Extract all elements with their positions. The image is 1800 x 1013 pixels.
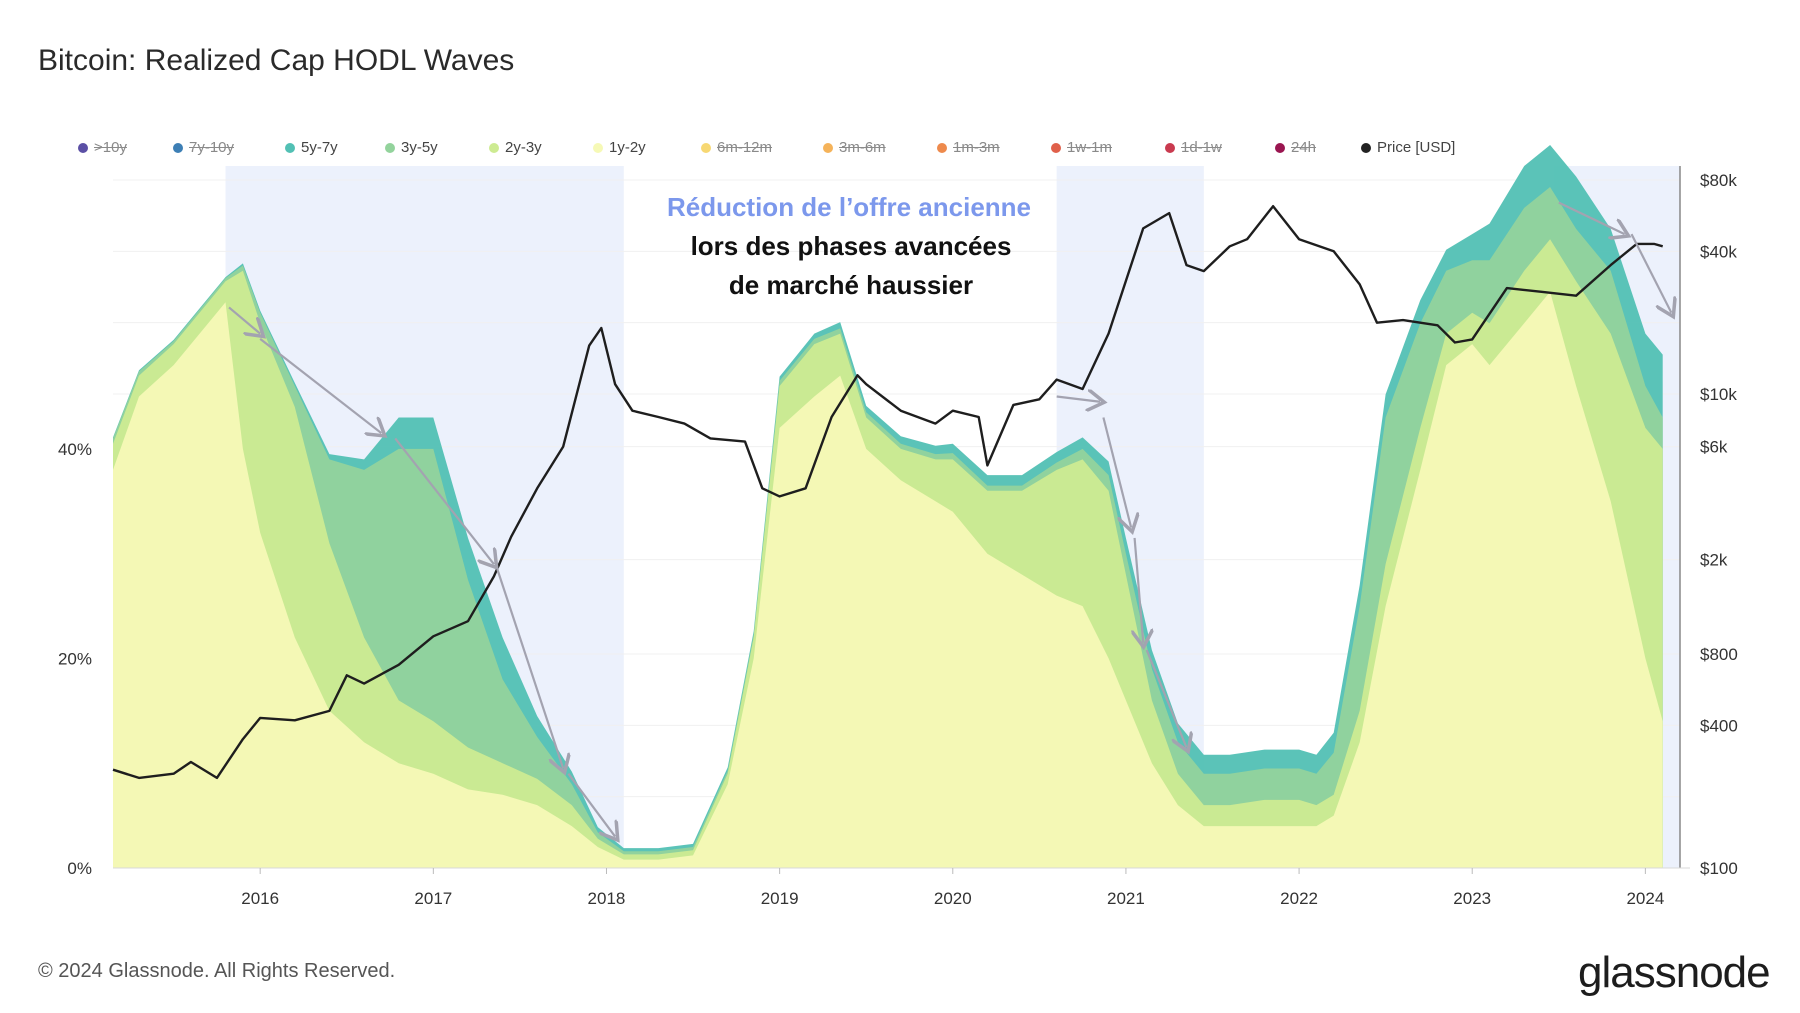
trend-arrow-1 [228,306,260,333]
annotation-line-1: Réduction de l’offre ancienne [667,192,1031,222]
legend-dot [489,142,499,153]
y-right-tick-label: $80k [1700,171,1737,190]
y-right-tick-label: $40k [1700,242,1737,261]
legend-item-24h[interactable]: 24h [1275,139,1361,156]
legend-dot [1275,142,1285,153]
trend-arrow-7 [1102,417,1131,527]
chart-title: Bitcoin: Realized Cap HODL Waves [38,44,515,77]
y-right-axis-ticks: $100 $400 $800 $2k $6k $10k $40k $80k [1700,171,1738,878]
copyright-text: © 2024 Glassnode. All Rights Reserved. [38,960,396,982]
legend-dot [823,142,833,153]
legend-item-1m-3m[interactable]: 1m-3m [937,139,1051,156]
legend-dot [1361,142,1371,153]
x-tick-label: 2023 [1453,889,1491,908]
legend-item-3m-6m[interactable]: 3m-6m [823,139,937,156]
legend-dot [285,142,295,153]
legend-item-3y-5y[interactable]: 3y-5y [385,139,489,156]
legend-item-6m-12m[interactable]: 6m-12m [701,139,823,156]
price-line [112,205,1664,780]
x-tick-label: 2016 [241,889,279,908]
y-left-tick-label: 0% [67,859,92,878]
legend-item-1d-1w[interactable]: 1d-1w [1165,139,1275,156]
legend-label: 3y-5y [401,139,438,156]
trend-arrow-10 [1558,201,1625,234]
y-right-tick-label: $10k [1700,385,1737,404]
price-line-group [112,205,1664,780]
legend-label: >10y [94,139,127,156]
legend-label: 1m-3m [953,139,1000,156]
stacked-areas [113,145,1663,869]
glassnode-logo: glassnode [1578,948,1771,997]
trend-arrow-11 [1630,233,1672,313]
trend-arrow-4 [496,569,563,768]
area-1y-2y [113,291,1663,868]
annotation-line-3: de marché haussier [729,270,973,300]
legend-item-2y-3y[interactable]: 2y-3y [489,139,593,156]
legend-label: 2y-3y [505,139,542,156]
legend-item-7y-10y[interactable]: 7y-10y [173,139,285,156]
legend-label: 3m-6m [839,139,886,156]
annotation: Réduction de l’offre ancienne lors des p… [667,192,1031,300]
legend-label: Price [USD] [1377,139,1456,156]
legend-item-1y-2y[interactable]: 1y-2y [593,139,701,156]
x-tick-label: 2018 [588,889,626,908]
legend-dot [173,142,183,153]
x-tick-label: 2021 [1107,889,1145,908]
y-left-tick-label: 40% [58,440,92,459]
trend-arrows [228,201,1672,837]
trend-arrow-3 [394,437,494,564]
trend-arrow-2 [259,338,381,433]
legend-label: 6m-12m [717,139,773,156]
x-tick-label: 2022 [1280,889,1318,908]
trend-arrow-5 [567,773,615,837]
legend-dot [701,142,711,153]
x-tick-label: 2020 [934,889,972,908]
legend-dot [385,142,395,153]
x-tick-label: 2019 [761,889,799,908]
legend-label: 5y-7y [301,139,338,156]
legend-label: 7y-10y [189,139,235,156]
legend-label: 1y-2y [609,139,646,156]
x-axis-ticks: 2016 2017 2018 2019 2020 2021 2022 2023 2024 [241,868,1664,908]
legend-label: 1w-1m [1067,139,1113,156]
annotation-line-2: lors des phases avancées [691,231,1012,261]
y-right-tick-label: $800 [1700,645,1738,664]
y-right-tick-label: $6k [1700,438,1728,457]
legend-dot [593,142,603,153]
trend-arrow-6 [1056,397,1100,402]
y-right-tick-label: $100 [1700,859,1738,878]
legend-label: 24h [1291,139,1317,156]
legend-dot [78,142,88,153]
x-tick-label: 2024 [1626,889,1664,908]
y-right-tick-label: $2k [1700,551,1728,570]
y-left-axis-ticks: 0% 20% 40% [58,440,92,878]
trend-arrow-8 [1135,537,1144,643]
legend-dot [937,142,947,153]
y-right-tick-label: $400 [1700,716,1738,735]
legend-dot [1051,142,1061,153]
legend-item-5y-7y[interactable]: 5y-7y [285,139,385,156]
y-left-tick-label: 20% [58,649,92,668]
x-tick-label: 2017 [414,889,452,908]
legend-item-1w-1m[interactable]: 1w-1m [1051,139,1165,156]
legend-label: 1d-1w [1181,139,1222,156]
legend: >10y 7y-10y 5y-7y 3y-5y 2y-3y 1y-2y 6m-12m 3m-6… [78,139,1481,156]
legend-dot [1165,142,1175,153]
legend-item-price-usd[interactable]: Price [USD] [1361,139,1481,156]
trend-arrow-9 [1145,649,1187,747]
legend-item-10y[interactable]: >10y [78,139,173,156]
